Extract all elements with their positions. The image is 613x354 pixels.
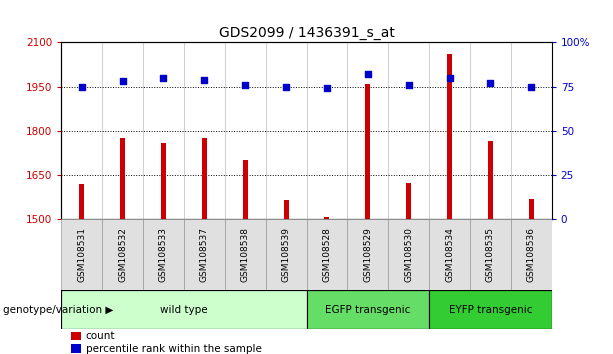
- Bar: [184, 219, 225, 290]
- Text: GSM108531: GSM108531: [77, 227, 86, 282]
- Text: EYFP transgenic: EYFP transgenic: [449, 305, 532, 315]
- Text: percentile rank within the sample: percentile rank within the sample: [86, 343, 262, 354]
- Bar: [447, 54, 452, 219]
- Bar: [71, 332, 81, 341]
- Bar: [306, 219, 348, 290]
- Bar: [306, 290, 429, 329]
- Bar: [161, 143, 166, 219]
- Text: GSM108537: GSM108537: [200, 227, 209, 282]
- Point: [322, 86, 332, 91]
- Text: GSM108529: GSM108529: [364, 227, 372, 282]
- Point: [404, 82, 414, 88]
- Point: [77, 84, 86, 90]
- Bar: [120, 138, 125, 219]
- Bar: [429, 219, 470, 290]
- Bar: [429, 290, 552, 329]
- Text: GSM108536: GSM108536: [527, 227, 536, 282]
- Bar: [488, 141, 493, 219]
- Text: EGFP transgenic: EGFP transgenic: [325, 305, 411, 315]
- Bar: [71, 344, 81, 353]
- Bar: [511, 219, 552, 290]
- Bar: [61, 290, 306, 329]
- Bar: [284, 200, 289, 219]
- Text: GSM108533: GSM108533: [159, 227, 168, 282]
- Point: [444, 75, 454, 81]
- Text: GSM108539: GSM108539: [281, 227, 291, 282]
- Bar: [406, 183, 411, 219]
- Point: [363, 72, 373, 77]
- Point: [199, 77, 209, 82]
- Text: wild type: wild type: [160, 305, 208, 315]
- Bar: [265, 219, 306, 290]
- Bar: [470, 219, 511, 290]
- Point: [118, 79, 128, 84]
- Bar: [102, 219, 143, 290]
- Bar: [79, 184, 84, 219]
- Point: [527, 84, 536, 90]
- Bar: [348, 219, 388, 290]
- Bar: [61, 219, 102, 290]
- Bar: [388, 219, 429, 290]
- Bar: [365, 84, 370, 219]
- Text: GSM108528: GSM108528: [322, 227, 332, 282]
- Text: GSM108530: GSM108530: [404, 227, 413, 282]
- Text: GSM108535: GSM108535: [486, 227, 495, 282]
- Text: GSM108534: GSM108534: [445, 227, 454, 282]
- Point: [159, 75, 169, 81]
- Title: GDS2099 / 1436391_s_at: GDS2099 / 1436391_s_at: [219, 26, 394, 40]
- Bar: [202, 138, 207, 219]
- Bar: [143, 219, 184, 290]
- Text: genotype/variation ▶: genotype/variation ▶: [3, 305, 113, 315]
- Text: GSM108532: GSM108532: [118, 227, 127, 282]
- Point: [281, 84, 291, 90]
- Text: GSM108538: GSM108538: [241, 227, 249, 282]
- Bar: [243, 160, 248, 219]
- Bar: [324, 217, 329, 219]
- Point: [240, 82, 250, 88]
- Point: [485, 80, 495, 86]
- Bar: [225, 219, 265, 290]
- Bar: [529, 199, 534, 219]
- Text: count: count: [86, 331, 115, 341]
